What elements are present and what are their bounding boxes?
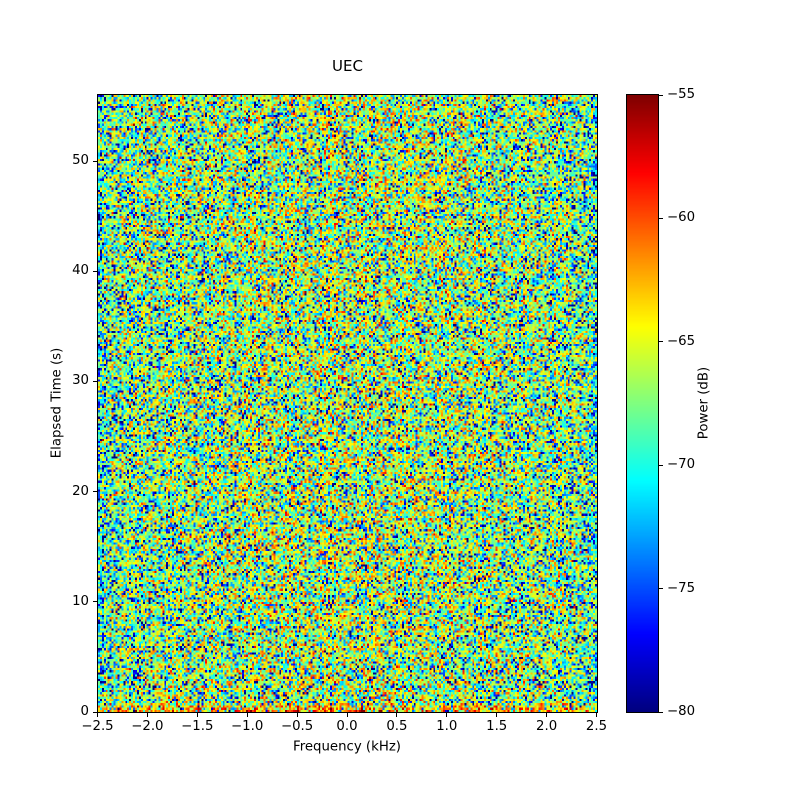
x-tick-label: 1.5 bbox=[486, 719, 508, 734]
colorbar-tick-label: −60 bbox=[667, 210, 696, 226]
x-tick-mark bbox=[346, 713, 348, 717]
y-tick-mark bbox=[93, 380, 97, 382]
x-tick-mark bbox=[97, 713, 98, 717]
spectrogram-canvas bbox=[98, 95, 597, 712]
colorbar-tick-mark bbox=[659, 217, 663, 219]
colorbar-tick-mark bbox=[659, 341, 663, 343]
x-tick-mark bbox=[146, 713, 148, 717]
x-tick-label: −1.5 bbox=[181, 719, 214, 734]
x-tick-mark bbox=[496, 713, 498, 717]
x-tick-label: 1.0 bbox=[436, 719, 458, 734]
x-tick-label: −1.0 bbox=[231, 719, 264, 734]
y-tick-label: 50 bbox=[72, 153, 89, 169]
x-tick-mark bbox=[246, 713, 248, 717]
x-tick-mark bbox=[546, 713, 548, 717]
y-tick-label: 30 bbox=[72, 373, 89, 389]
colorbar bbox=[626, 94, 659, 713]
colorbar-tick-label: −80 bbox=[667, 704, 696, 719]
y-tick-mark bbox=[93, 491, 97, 493]
x-tick-label: 2.0 bbox=[536, 719, 558, 734]
y-tick-label: 0 bbox=[80, 704, 89, 719]
y-tick-mark bbox=[93, 601, 97, 603]
x-tick-mark bbox=[396, 713, 398, 717]
colorbar-tick-mark bbox=[659, 94, 663, 96]
colorbar-tick-mark bbox=[659, 464, 663, 466]
x-tick-mark bbox=[196, 713, 198, 717]
y-tick-mark bbox=[93, 270, 97, 272]
colorbar-tick-label: −70 bbox=[667, 457, 696, 473]
y-tick-label: 40 bbox=[72, 263, 89, 279]
colorbar-tick-label: −55 bbox=[667, 87, 696, 102]
spectrogram-plot bbox=[97, 94, 598, 713]
x-axis-label: Frequency (kHz) bbox=[293, 739, 401, 755]
y-axis-label: Elapsed Time (s) bbox=[49, 347, 65, 459]
x-tick-label: −2.0 bbox=[131, 719, 164, 734]
x-tick-mark bbox=[596, 713, 597, 717]
x-tick-mark bbox=[446, 713, 448, 717]
x-tick-label: 0.0 bbox=[336, 719, 358, 734]
x-tick-mark bbox=[296, 713, 298, 717]
x-tick-label: 2.5 bbox=[585, 719, 608, 734]
colorbar-tick-label: −65 bbox=[667, 333, 696, 349]
x-tick-label: 0.5 bbox=[386, 719, 408, 734]
colorbar-canvas bbox=[627, 95, 658, 712]
y-tick-mark bbox=[93, 711, 97, 713]
y-tick-label: 10 bbox=[72, 593, 89, 609]
colorbar-tick-label: −75 bbox=[667, 580, 696, 596]
y-tick-label: 20 bbox=[72, 483, 89, 499]
x-tick-label: −2.5 bbox=[81, 719, 114, 734]
colorbar-label: Power (dB) bbox=[696, 366, 712, 440]
colorbar-tick-mark bbox=[659, 588, 663, 590]
x-tick-label: −0.5 bbox=[280, 719, 314, 734]
colorbar-tick-mark bbox=[659, 711, 663, 713]
y-tick-mark bbox=[93, 160, 97, 162]
plot-title: UEC bbox=[332, 57, 363, 75]
